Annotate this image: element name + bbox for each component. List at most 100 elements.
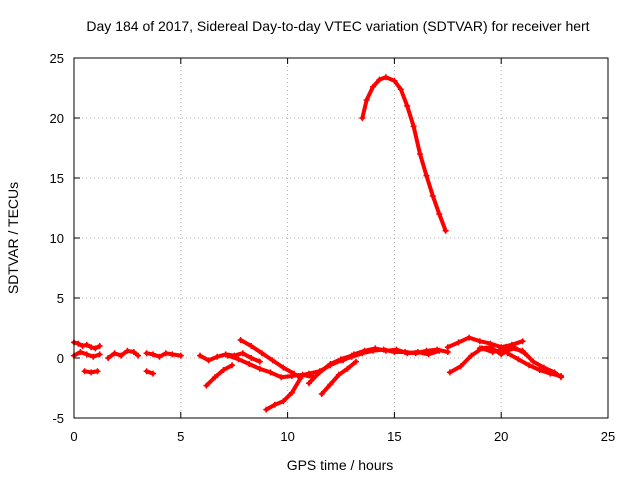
- data-point: [417, 151, 424, 157]
- data-point: [508, 345, 515, 352]
- data-point: [79, 343, 86, 349]
- data-point: [515, 356, 522, 363]
- data-point: [177, 352, 184, 359]
- series-arc-early-d: [105, 347, 142, 361]
- series-line: [238, 338, 297, 376]
- x-tick-label: 5: [177, 429, 184, 444]
- data-point: [352, 358, 359, 365]
- data-point: [263, 406, 270, 413]
- series-line: [264, 376, 303, 412]
- data-point: [267, 369, 274, 376]
- data-point: [224, 352, 231, 359]
- x-tick-label: 15: [387, 429, 401, 444]
- data-point: [530, 358, 537, 365]
- data-point: [466, 334, 473, 341]
- data-point: [504, 350, 511, 357]
- data-point: [280, 398, 287, 405]
- data-point: [96, 343, 103, 349]
- data-point: [214, 353, 221, 360]
- data-point: [305, 380, 312, 387]
- data-point: [519, 347, 526, 354]
- data-points: [71, 74, 565, 413]
- data-point: [476, 338, 483, 345]
- series-arc-early-c: [81, 368, 101, 376]
- data-point: [327, 361, 334, 367]
- data-point: [258, 350, 265, 357]
- series-arc-noon-b: [318, 358, 359, 397]
- data-point: [457, 363, 464, 370]
- y-tick-label: 20: [50, 111, 64, 126]
- data-point: [295, 373, 302, 379]
- data-point: [235, 356, 242, 363]
- data-point: [162, 350, 169, 357]
- data-point: [92, 345, 99, 352]
- series-line: [505, 351, 564, 378]
- data-point: [547, 370, 554, 377]
- data-point: [280, 364, 287, 371]
- data-point: [83, 351, 90, 358]
- data-point: [135, 352, 142, 359]
- data-point: [519, 338, 526, 345]
- data-point: [75, 340, 82, 347]
- data-point: [77, 349, 84, 355]
- data-point: [105, 355, 112, 361]
- data-point: [220, 367, 227, 373]
- data-point: [96, 351, 103, 358]
- data-point: [350, 351, 357, 358]
- data-point: [248, 343, 255, 349]
- data-point: [404, 350, 411, 357]
- series-arc-noon-d: [340, 345, 443, 364]
- data-point: [150, 370, 157, 377]
- data-point: [361, 347, 368, 354]
- plot-border: [73, 57, 609, 419]
- data-point: [344, 365, 351, 372]
- data-point: [382, 74, 389, 81]
- series-arc-early-a: [71, 339, 103, 352]
- data-point: [197, 352, 204, 359]
- y-axis-label: SDTVAR / TECUs: [5, 182, 21, 294]
- data-point: [536, 367, 543, 373]
- data-point: [327, 381, 334, 388]
- data-point: [237, 337, 244, 343]
- data-point: [130, 349, 137, 355]
- chart-title: Day 184 of 2017, Sidereal Day-to-day VTE…: [86, 18, 589, 34]
- series-line: [360, 75, 448, 233]
- data-point: [376, 76, 383, 83]
- series-arc-dip: [263, 375, 304, 413]
- y-tick-label: 0: [57, 351, 64, 366]
- data-point: [169, 351, 176, 358]
- data-point: [359, 115, 366, 121]
- data-point: [372, 345, 379, 352]
- data-point: [397, 86, 404, 93]
- series-arc-early-e: [143, 350, 184, 360]
- data-point: [271, 401, 278, 408]
- series-arc-morning-b: [203, 362, 236, 389]
- axis-ticks: 0 5 10 15 20 25 -5 0 5 10 15 20 25: [50, 51, 616, 444]
- y-tick-label: 10: [50, 231, 64, 246]
- series-arc-outlier: [359, 74, 449, 234]
- data-point: [203, 382, 210, 389]
- data-point: [468, 352, 475, 359]
- data-point: [340, 357, 347, 364]
- x-tick-label: 20: [494, 429, 508, 444]
- data-point: [423, 172, 430, 179]
- data-point: [256, 358, 263, 365]
- data-point: [83, 341, 90, 348]
- data-point: [525, 362, 532, 369]
- data-point: [429, 193, 436, 199]
- series-line: [204, 363, 235, 388]
- data-point: [81, 368, 88, 375]
- data-point: [316, 369, 323, 376]
- data-point: [143, 350, 150, 357]
- data-point: [335, 371, 342, 378]
- data-point: [143, 368, 150, 375]
- series-arc-early-f: [143, 368, 157, 377]
- data-point: [446, 369, 453, 376]
- data-point: [246, 361, 253, 367]
- x-axis-label: GPS time / hours: [287, 457, 394, 473]
- data-point: [442, 227, 449, 234]
- data-point: [476, 345, 483, 352]
- data-point: [444, 344, 451, 351]
- data-point: [305, 370, 312, 377]
